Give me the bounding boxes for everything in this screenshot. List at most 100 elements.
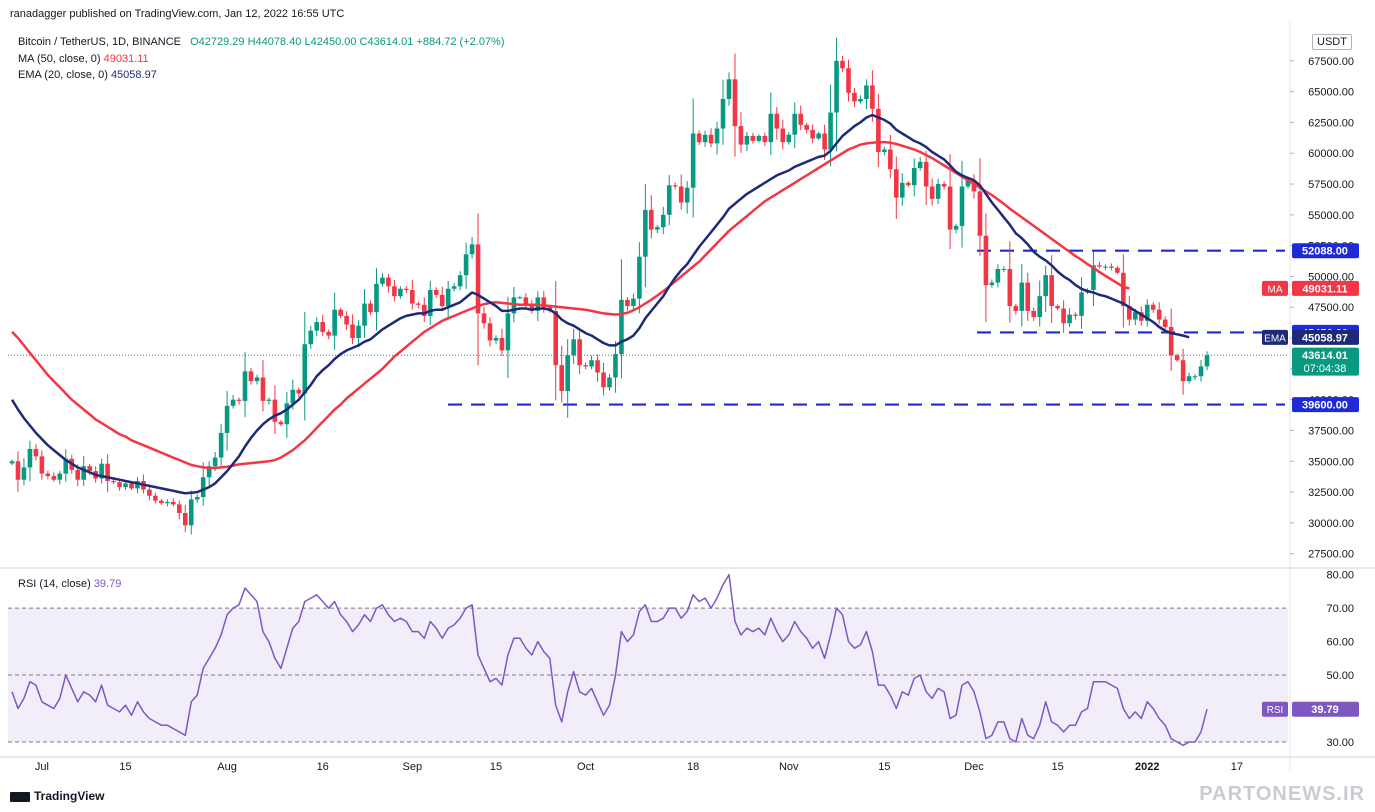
ma-label: MA (50, close, 0) <box>18 53 101 65</box>
candle-body <box>1162 319 1168 327</box>
candle-body <box>296 389 302 394</box>
candle-body <box>643 209 648 257</box>
rsi-tag: RSI <box>1267 705 1284 716</box>
legend-symbol[interactable]: Bitcoin / TetherUS, 1D, BINANCE <box>18 36 182 48</box>
ema-price-label-bg <box>1292 329 1359 345</box>
legend-ma[interactable]: MA (50, close, 0) 49031.11 <box>18 53 149 65</box>
candle-body <box>935 184 941 199</box>
candle-body <box>499 338 505 351</box>
currency-button[interactable]: USDT <box>1312 34 1352 50</box>
candle-body <box>852 92 857 102</box>
candle-body <box>398 288 403 297</box>
candle-body <box>977 191 983 236</box>
candle-body <box>583 365 588 367</box>
candle-body <box>105 463 110 481</box>
candle-body <box>750 135 756 141</box>
candle-body <box>1001 269 1007 271</box>
price-tick-label: 65000.00 <box>1308 87 1354 99</box>
legend-rsi[interactable]: RSI (14, close) 39.79 <box>18 578 121 590</box>
time-tick-label: 2022 <box>1135 761 1159 773</box>
candle-body <box>177 504 182 514</box>
candle-body <box>392 286 397 297</box>
candle-body <box>804 124 809 130</box>
candle-body <box>798 113 803 125</box>
candle-body <box>786 134 792 143</box>
candle-body <box>577 339 582 366</box>
candle-body <box>828 112 833 150</box>
candle-body <box>21 467 27 480</box>
rsi-price-label-bg <box>1292 701 1359 717</box>
price-tick-label: 47500.00 <box>1308 302 1354 314</box>
candle-body <box>117 482 122 488</box>
ema-tag-bg <box>1262 329 1288 345</box>
candles <box>9 37 1210 535</box>
candle-body <box>523 297 529 305</box>
candle-body <box>326 331 331 336</box>
last-price-label-countdown: 07:04:38 <box>1304 363 1347 375</box>
candle-body <box>439 294 445 307</box>
candle-body <box>1013 306 1019 311</box>
candle-body <box>404 288 409 290</box>
candle-body <box>1073 314 1078 316</box>
candle-body <box>487 323 493 341</box>
candle-body <box>308 330 314 345</box>
candle-body <box>929 186 935 199</box>
legend-low: L42450.00 <box>304 36 357 48</box>
candle-body <box>469 244 475 255</box>
ema-tag: EMA <box>1264 333 1286 344</box>
candle-body <box>1019 282 1025 311</box>
candle-body <box>637 256 642 299</box>
candle-body <box>738 126 744 145</box>
candle-body <box>123 483 128 488</box>
candle-body <box>971 180 977 192</box>
candle-body <box>111 480 116 483</box>
candle-body <box>206 466 212 478</box>
candle-body <box>959 186 965 226</box>
time-tick-label: Sep <box>403 761 423 773</box>
tradingview-footer[interactable]: TradingView <box>10 789 104 803</box>
candle-body <box>553 310 559 366</box>
candle-body <box>1007 269 1013 307</box>
candle-body <box>559 365 564 392</box>
ema-price-label: 45058.97 <box>1302 332 1348 344</box>
candle-body <box>1043 275 1048 297</box>
candle-body <box>356 325 361 339</box>
time-tick-label: 15 <box>1052 761 1064 773</box>
level-price-label-bg <box>1292 243 1359 259</box>
candle-body <box>421 304 427 316</box>
ema-value: 45058.97 <box>110 69 157 81</box>
candle-body <box>792 113 798 135</box>
candle-body <box>284 403 290 425</box>
price-tick-label: 37500.00 <box>1308 425 1354 437</box>
time-tick-label: 15 <box>119 761 131 773</box>
candle-body <box>864 85 869 100</box>
candle-body <box>905 182 911 186</box>
candle-body <box>218 432 224 458</box>
candle-body <box>780 128 786 143</box>
candle-body <box>894 169 899 198</box>
legend-high: H44078.40 <box>247 36 302 48</box>
time-tick-label: 15 <box>878 761 890 773</box>
candle-body <box>159 500 164 504</box>
legend-ema[interactable]: EMA (20, close, 0) 45058.97 <box>18 69 157 81</box>
candle-body <box>475 244 481 314</box>
ma-value: 49031.11 <box>103 53 149 65</box>
candle-body <box>33 448 39 457</box>
candle-body <box>882 149 887 152</box>
candle-body <box>194 496 200 500</box>
candle-body <box>941 184 947 187</box>
candle-body <box>290 389 296 404</box>
price-tick-label: 35000.00 <box>1308 456 1354 468</box>
candle-body <box>565 355 570 392</box>
rsi-tick-label: 50.00 <box>1326 670 1354 682</box>
price-tick-label: 27500.00 <box>1308 549 1354 561</box>
candle-body <box>45 473 51 477</box>
time-tick-label: 18 <box>687 761 699 773</box>
candle-body <box>302 344 308 394</box>
candle-body <box>702 134 708 143</box>
candle-body <box>230 399 236 406</box>
candle-body <box>463 254 469 276</box>
price-tick-label: 32500.00 <box>1308 487 1354 499</box>
candle-body <box>911 168 917 186</box>
